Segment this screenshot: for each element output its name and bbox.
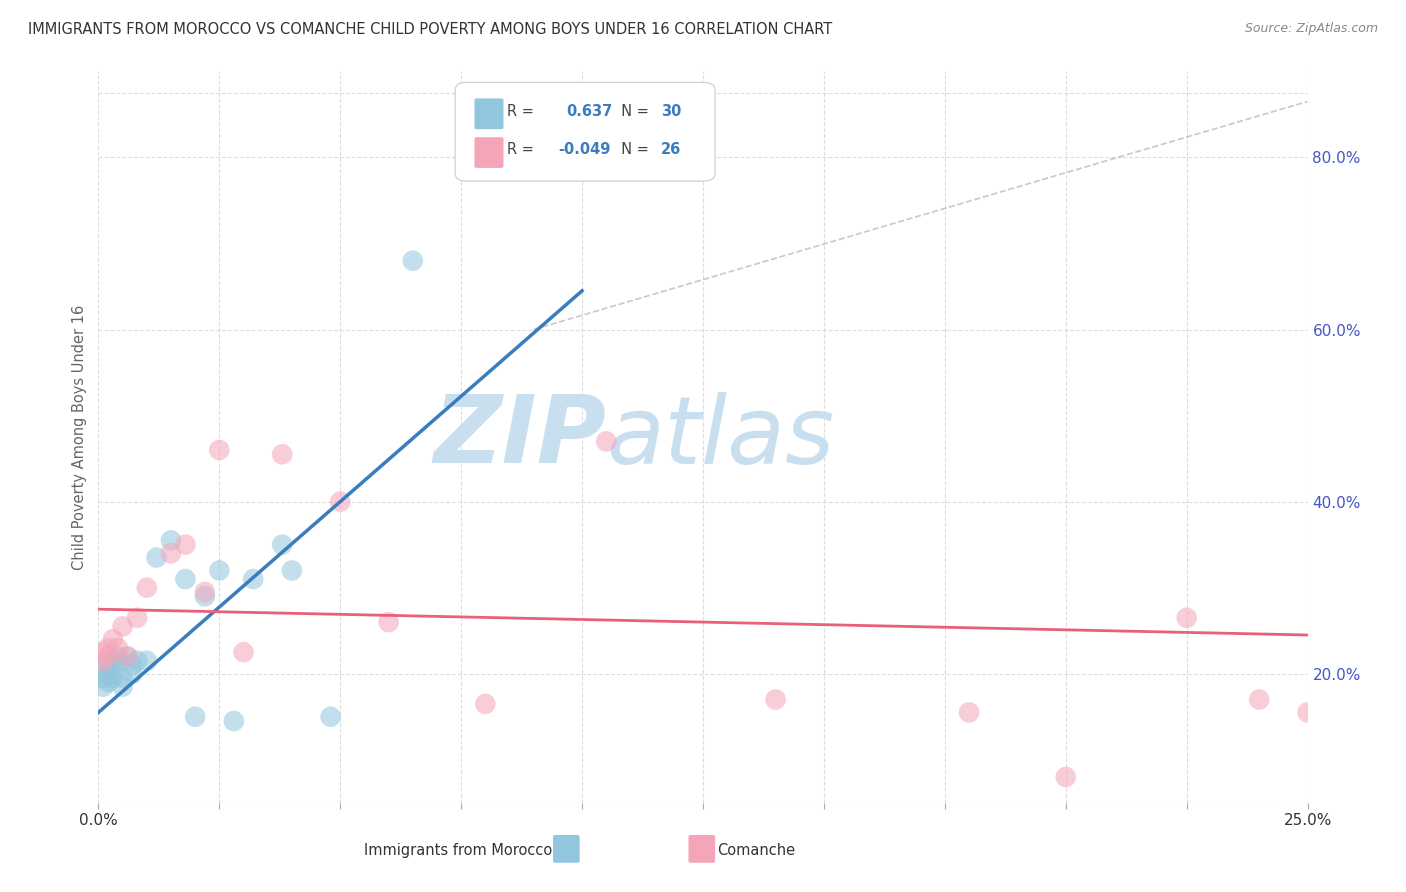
Point [281,564,304,578]
Text: ZIP: ZIP [433,391,606,483]
Point [127,654,149,668]
Point [101,671,124,685]
Text: N =: N = [613,104,654,120]
Point [402,253,425,268]
FancyBboxPatch shape [553,835,579,863]
Point [97,640,120,655]
Point [377,615,399,629]
Point [474,697,496,711]
Point [111,680,134,694]
Point [135,581,157,595]
Point [111,671,134,685]
Text: 30: 30 [661,104,681,120]
Text: N =: N = [613,142,654,157]
Point [329,494,352,508]
Point [160,533,183,548]
Point [91,680,114,694]
Point [184,710,207,724]
Text: Source: ZipAtlas.com: Source: ZipAtlas.com [1244,22,1378,36]
Point [208,564,231,578]
Point [127,611,149,625]
Point [242,572,264,586]
Point [121,666,143,681]
Point [121,658,143,673]
Point [97,649,120,664]
Point [194,585,217,599]
Point [765,692,787,706]
Point [111,619,134,633]
Point [91,662,114,676]
Point [1296,706,1319,720]
Point [271,447,294,461]
Text: -0.049: -0.049 [558,142,610,157]
Point [97,675,120,690]
Point [222,714,245,728]
Point [91,671,114,685]
FancyBboxPatch shape [689,835,716,863]
Text: 0.637: 0.637 [567,104,613,120]
Text: atlas: atlas [606,392,835,483]
Text: 26: 26 [661,142,681,157]
Point [1054,770,1077,784]
Point [319,710,342,724]
Text: R =: R = [508,142,538,157]
Point [595,434,617,449]
Text: R =: R = [508,104,543,120]
Point [174,538,197,552]
Point [91,645,114,659]
Point [271,538,294,552]
Point [101,632,124,647]
FancyBboxPatch shape [474,98,503,129]
FancyBboxPatch shape [456,82,716,181]
Point [957,706,980,720]
Point [107,654,129,668]
Point [135,654,157,668]
Text: Comanche: Comanche [717,843,796,858]
Text: Immigrants from Morocco: Immigrants from Morocco [364,843,551,858]
Point [101,658,124,673]
Point [160,546,183,560]
Point [97,654,120,668]
Point [117,649,139,664]
Point [1175,611,1198,625]
Point [91,654,114,668]
Point [97,666,120,681]
Point [174,572,197,586]
Point [145,550,167,565]
Point [194,589,217,603]
Text: IMMIGRANTS FROM MOROCCO VS COMANCHE CHILD POVERTY AMONG BOYS UNDER 16 CORRELATIO: IMMIGRANTS FROM MOROCCO VS COMANCHE CHIL… [28,22,832,37]
FancyBboxPatch shape [474,137,503,168]
Point [107,640,129,655]
Point [208,442,231,457]
Point [107,649,129,664]
Point [232,645,254,659]
Point [1249,692,1271,706]
Y-axis label: Child Poverty Among Boys Under 16: Child Poverty Among Boys Under 16 [72,304,87,570]
Point [117,649,139,664]
Point [101,666,124,681]
